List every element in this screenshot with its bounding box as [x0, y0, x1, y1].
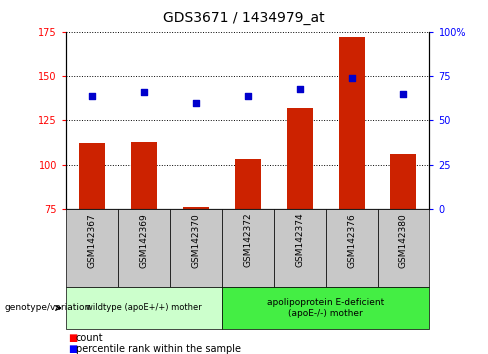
Text: wildtype (apoE+/+) mother: wildtype (apoE+/+) mother — [86, 303, 202, 313]
Bar — [170, 209, 222, 287]
Point — [88, 93, 96, 98]
Bar — [339, 37, 365, 209]
Bar — [325, 209, 378, 287]
Bar — [390, 154, 416, 209]
Text: GSM142369: GSM142369 — [139, 213, 148, 268]
Point — [347, 75, 355, 81]
Bar — [222, 209, 274, 287]
Text: count: count — [76, 333, 103, 343]
Bar — [183, 207, 209, 209]
Bar — [286, 108, 313, 209]
Bar — [66, 209, 118, 287]
Text: GDS3671 / 1434979_at: GDS3671 / 1434979_at — [163, 11, 325, 25]
Bar — [235, 159, 261, 209]
Bar — [79, 143, 105, 209]
Text: percentile rank within the sample: percentile rank within the sample — [76, 344, 241, 354]
Point — [244, 93, 252, 98]
Text: GSM142376: GSM142376 — [347, 213, 356, 268]
Bar — [378, 209, 429, 287]
Bar — [274, 209, 325, 287]
Bar — [131, 142, 157, 209]
Text: GSM142367: GSM142367 — [87, 213, 96, 268]
Text: GSM142370: GSM142370 — [191, 213, 200, 268]
Bar — [222, 287, 429, 329]
Text: apolipoprotein E-deficient
(apoE-/-) mother: apolipoprotein E-deficient (apoE-/-) mot… — [267, 298, 384, 318]
Bar — [118, 209, 170, 287]
Text: GSM142372: GSM142372 — [243, 213, 252, 267]
Point — [400, 91, 407, 97]
Text: genotype/variation: genotype/variation — [5, 303, 91, 313]
Text: GSM142380: GSM142380 — [399, 213, 408, 268]
Text: ■: ■ — [68, 344, 78, 354]
Text: GSM142374: GSM142374 — [295, 213, 304, 267]
Point — [140, 89, 148, 95]
Bar — [66, 287, 222, 329]
Point — [296, 86, 304, 91]
Point — [192, 100, 200, 105]
Text: ■: ■ — [68, 333, 78, 343]
